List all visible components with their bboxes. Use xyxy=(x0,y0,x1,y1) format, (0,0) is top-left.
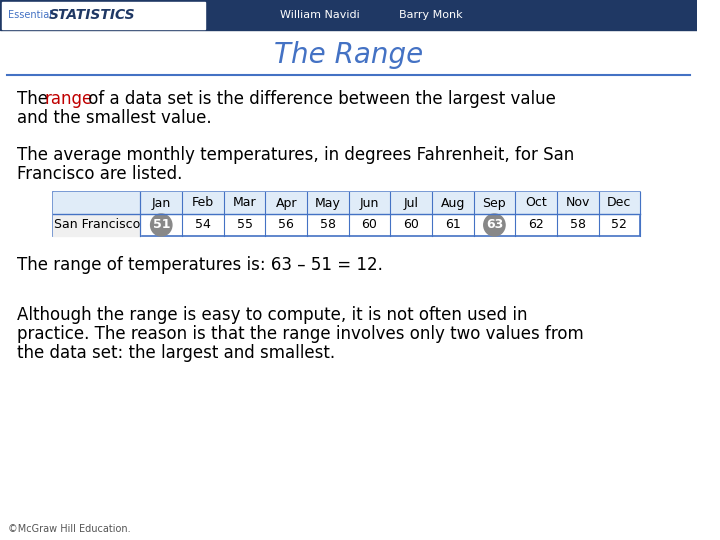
Text: 62: 62 xyxy=(528,219,544,232)
Text: ©McGraw Hill Education.: ©McGraw Hill Education. xyxy=(8,524,130,534)
Text: Oct: Oct xyxy=(525,197,547,210)
Text: Francisco are listed.: Francisco are listed. xyxy=(17,165,183,183)
Text: 56: 56 xyxy=(278,219,294,232)
Bar xyxy=(53,192,640,214)
Text: Feb: Feb xyxy=(192,197,214,210)
Bar xyxy=(0,0,697,30)
Text: 60: 60 xyxy=(403,219,419,232)
Text: Apr: Apr xyxy=(276,197,297,210)
Text: The range of temperatures is: 63 – 51 = 12.: The range of temperatures is: 63 – 51 = … xyxy=(17,256,383,274)
Bar xyxy=(53,214,140,236)
Text: 51: 51 xyxy=(153,219,170,232)
Text: Although the range is easy to compute, it is not often used in: Although the range is easy to compute, i… xyxy=(17,306,528,324)
Text: Jul: Jul xyxy=(404,197,418,210)
Text: practice. The reason is that the range involves only two values from: practice. The reason is that the range i… xyxy=(17,325,584,343)
Text: William Navidi: William Navidi xyxy=(280,10,359,20)
Bar xyxy=(2,2,205,29)
Text: Jun: Jun xyxy=(360,197,379,210)
Circle shape xyxy=(484,214,505,236)
Text: Barry Monk: Barry Monk xyxy=(399,10,463,20)
Text: the data set: the largest and smallest.: the data set: the largest and smallest. xyxy=(17,344,336,362)
Text: Sep: Sep xyxy=(482,197,506,210)
Text: 58: 58 xyxy=(320,219,336,232)
Text: Aug: Aug xyxy=(441,197,465,210)
Text: 60: 60 xyxy=(361,219,377,232)
Text: of a data set is the difference between the largest value: of a data set is the difference between … xyxy=(84,90,556,108)
Text: 61: 61 xyxy=(445,219,461,232)
Text: 52: 52 xyxy=(611,219,627,232)
Bar xyxy=(53,192,640,236)
Text: May: May xyxy=(315,197,341,210)
Text: 63: 63 xyxy=(486,219,503,232)
Text: Essential: Essential xyxy=(8,10,52,20)
Circle shape xyxy=(150,214,172,236)
Text: 54: 54 xyxy=(195,219,211,232)
Text: STATISTICS: STATISTICS xyxy=(48,8,135,22)
Text: The Range: The Range xyxy=(274,41,423,69)
Text: Nov: Nov xyxy=(565,197,590,210)
Text: 55: 55 xyxy=(237,219,253,232)
Text: range: range xyxy=(45,90,93,108)
Text: 58: 58 xyxy=(570,219,585,232)
Text: Mar: Mar xyxy=(233,197,256,210)
Text: Jan: Jan xyxy=(152,197,171,210)
Text: The average monthly temperatures, in degrees Fahrenheit, for San: The average monthly temperatures, in deg… xyxy=(17,146,575,164)
Text: San Francisco: San Francisco xyxy=(54,219,140,232)
Text: The: The xyxy=(17,90,54,108)
Text: Dec: Dec xyxy=(607,197,631,210)
Text: and the smallest value.: and the smallest value. xyxy=(17,109,212,127)
